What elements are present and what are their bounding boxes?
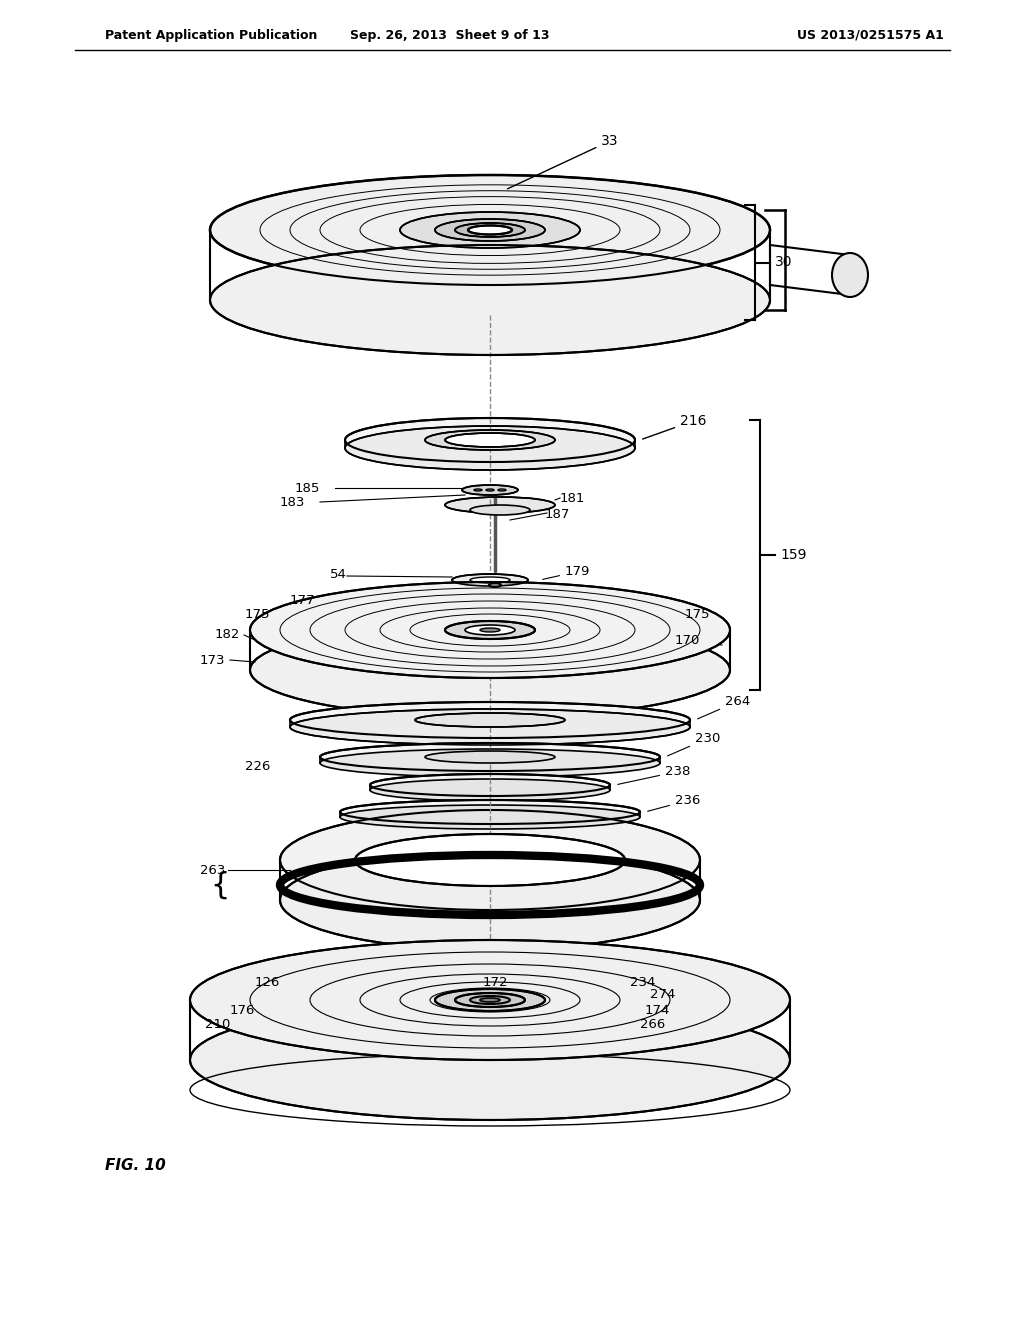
Ellipse shape — [470, 506, 530, 515]
Text: 187: 187 — [545, 508, 570, 521]
Ellipse shape — [480, 998, 500, 1002]
Ellipse shape — [290, 709, 690, 744]
Ellipse shape — [470, 997, 510, 1005]
Text: 185: 185 — [295, 482, 321, 495]
Ellipse shape — [425, 751, 555, 763]
Ellipse shape — [831, 253, 868, 297]
Ellipse shape — [345, 418, 635, 462]
Text: 216: 216 — [643, 414, 707, 440]
Text: US 2013/0251575 A1: US 2013/0251575 A1 — [797, 29, 943, 41]
Text: 183: 183 — [280, 495, 305, 508]
Ellipse shape — [400, 213, 580, 248]
Ellipse shape — [425, 430, 555, 450]
Text: 179: 179 — [543, 565, 591, 579]
Text: 238: 238 — [617, 766, 690, 784]
Ellipse shape — [498, 488, 506, 491]
Ellipse shape — [290, 702, 690, 738]
Ellipse shape — [250, 622, 730, 718]
Text: 210: 210 — [205, 1019, 230, 1031]
Text: 177: 177 — [290, 594, 315, 606]
Ellipse shape — [340, 800, 640, 824]
Ellipse shape — [445, 498, 555, 513]
Text: 33: 33 — [508, 135, 618, 189]
Ellipse shape — [319, 743, 660, 771]
Text: 173: 173 — [200, 653, 225, 667]
Text: 54: 54 — [330, 569, 347, 582]
Text: Patent Application Publication: Patent Application Publication — [105, 29, 317, 41]
Ellipse shape — [435, 989, 545, 1011]
Text: 30: 30 — [775, 256, 793, 269]
Ellipse shape — [480, 628, 500, 632]
Ellipse shape — [465, 624, 515, 635]
Ellipse shape — [190, 1001, 790, 1119]
Ellipse shape — [462, 484, 518, 495]
Ellipse shape — [489, 583, 501, 587]
Text: {: { — [211, 870, 230, 899]
Ellipse shape — [474, 488, 482, 491]
Text: 176: 176 — [229, 1003, 255, 1016]
Ellipse shape — [452, 574, 528, 586]
Text: Sep. 26, 2013  Sheet 9 of 13: Sep. 26, 2013 Sheet 9 of 13 — [350, 29, 550, 41]
Text: 234: 234 — [630, 975, 655, 989]
Ellipse shape — [319, 748, 660, 777]
Ellipse shape — [250, 582, 730, 678]
Text: 175: 175 — [685, 609, 711, 622]
Ellipse shape — [190, 940, 790, 1060]
Ellipse shape — [280, 850, 700, 950]
Ellipse shape — [210, 176, 770, 285]
Text: 264: 264 — [697, 696, 751, 719]
Ellipse shape — [370, 774, 610, 796]
Ellipse shape — [415, 713, 565, 727]
Ellipse shape — [470, 577, 510, 583]
Text: 172: 172 — [482, 975, 508, 989]
Ellipse shape — [210, 246, 770, 355]
Ellipse shape — [445, 620, 535, 639]
Ellipse shape — [445, 433, 535, 447]
Ellipse shape — [455, 993, 525, 1007]
Ellipse shape — [345, 426, 635, 470]
Ellipse shape — [370, 779, 610, 801]
Ellipse shape — [340, 805, 640, 829]
Text: 159: 159 — [780, 548, 807, 562]
Text: 266: 266 — [640, 1019, 666, 1031]
Text: 263: 263 — [200, 863, 225, 876]
Ellipse shape — [486, 488, 494, 491]
Text: 226: 226 — [245, 760, 270, 774]
Ellipse shape — [435, 219, 545, 242]
Ellipse shape — [355, 834, 625, 886]
Ellipse shape — [455, 223, 525, 238]
Ellipse shape — [280, 810, 700, 909]
Text: 126: 126 — [255, 975, 280, 989]
Text: 236: 236 — [648, 795, 700, 812]
Text: 230: 230 — [668, 733, 720, 756]
Text: 274: 274 — [650, 989, 676, 1002]
Ellipse shape — [468, 226, 512, 235]
Text: 181: 181 — [560, 491, 586, 504]
Text: 174: 174 — [645, 1003, 671, 1016]
Text: 170: 170 — [675, 634, 700, 647]
Text: 175: 175 — [245, 609, 270, 622]
Text: 182: 182 — [215, 628, 240, 642]
Text: FIG. 10: FIG. 10 — [105, 1158, 166, 1172]
